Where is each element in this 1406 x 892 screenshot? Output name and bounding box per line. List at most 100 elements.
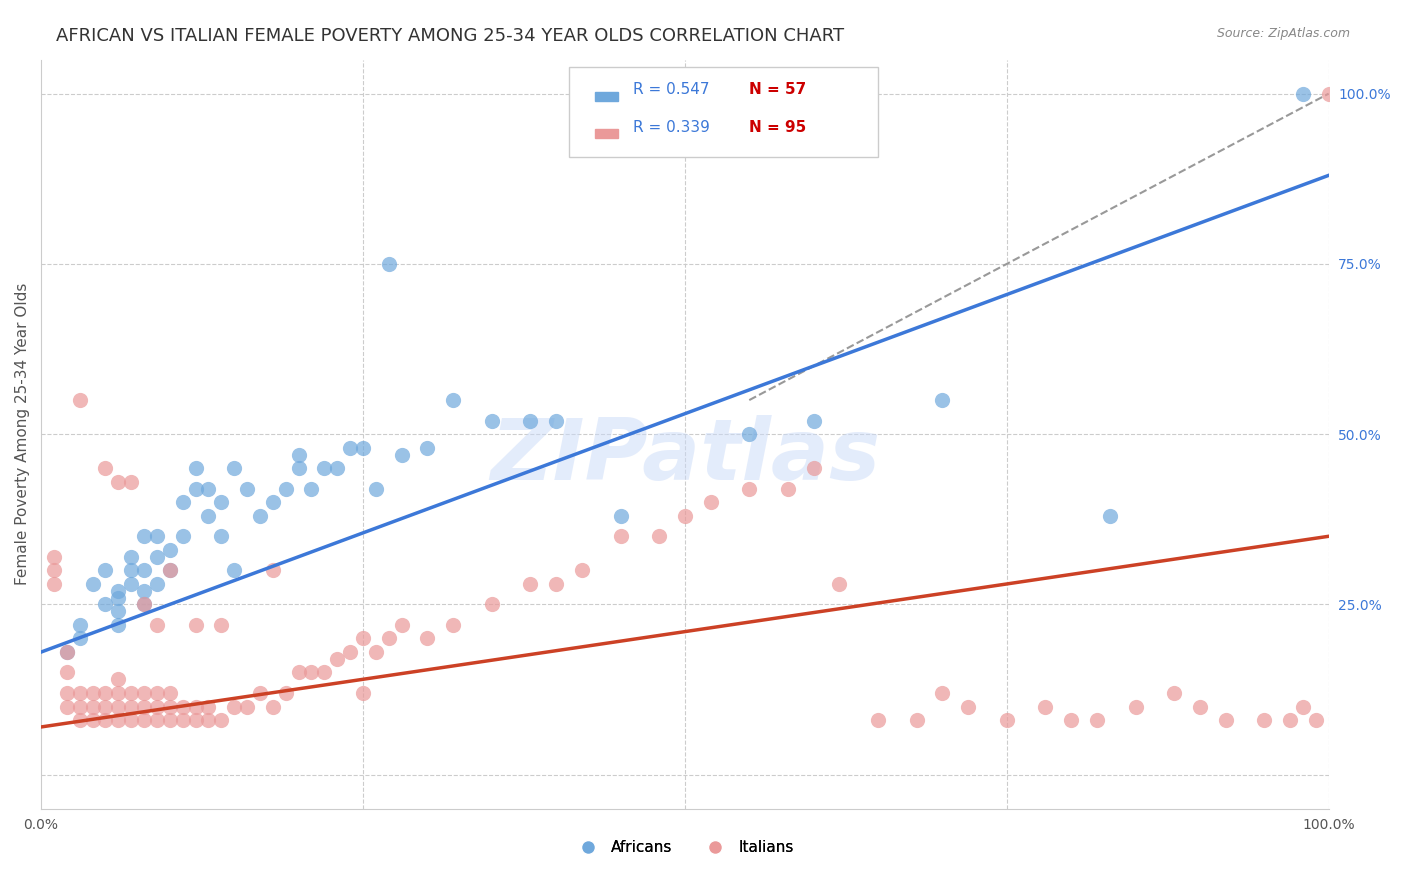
Point — [249, 508, 271, 523]
Point — [209, 529, 232, 543]
Point — [1125, 699, 1147, 714]
Point — [69, 713, 91, 727]
Point — [481, 413, 503, 427]
Point — [159, 699, 181, 714]
Point — [82, 713, 104, 727]
Point — [262, 563, 284, 577]
Point — [391, 617, 413, 632]
Point — [738, 482, 761, 496]
Point — [94, 713, 117, 727]
Point — [120, 686, 142, 700]
Point — [287, 448, 309, 462]
Point — [69, 393, 91, 408]
Point — [107, 617, 129, 632]
Point — [1188, 699, 1211, 714]
Point — [94, 699, 117, 714]
Point — [546, 413, 568, 427]
Point — [146, 699, 169, 714]
Point — [1292, 699, 1315, 714]
Point — [94, 563, 117, 577]
Point — [609, 529, 631, 543]
Point — [159, 563, 181, 577]
Point — [287, 461, 309, 475]
Point — [120, 699, 142, 714]
Point — [120, 563, 142, 577]
Point — [209, 495, 232, 509]
Point — [1215, 713, 1237, 727]
Point — [377, 632, 399, 646]
Point — [236, 482, 259, 496]
Point — [931, 393, 953, 408]
Point — [132, 583, 155, 598]
Point — [738, 427, 761, 442]
Point — [107, 673, 129, 687]
Point — [94, 598, 117, 612]
Point — [274, 482, 297, 496]
Point — [120, 713, 142, 727]
Point — [326, 652, 349, 666]
Point — [172, 495, 194, 509]
Point — [159, 563, 181, 577]
Point — [132, 686, 155, 700]
Point — [262, 495, 284, 509]
Text: ZIPatlas: ZIPatlas — [489, 415, 880, 498]
Point — [197, 699, 219, 714]
Point — [957, 699, 980, 714]
Point — [197, 713, 219, 727]
Point — [1279, 713, 1302, 727]
Point — [866, 713, 889, 727]
Point — [249, 686, 271, 700]
Point — [42, 563, 65, 577]
Point — [146, 549, 169, 564]
Point — [364, 482, 387, 496]
Point — [120, 475, 142, 489]
Point — [82, 699, 104, 714]
Point — [1305, 713, 1327, 727]
Point — [314, 461, 336, 475]
Point — [146, 617, 169, 632]
Point — [301, 482, 323, 496]
Point — [571, 563, 593, 577]
Point — [107, 475, 129, 489]
Bar — [595, 92, 617, 101]
Point — [931, 686, 953, 700]
Point — [107, 713, 129, 727]
Point — [69, 686, 91, 700]
Point — [1035, 699, 1057, 714]
Point — [132, 598, 155, 612]
Point — [236, 699, 259, 714]
Point — [184, 461, 207, 475]
Point — [159, 542, 181, 557]
Point — [56, 645, 79, 659]
Point — [42, 549, 65, 564]
Point — [377, 257, 399, 271]
Point — [352, 441, 374, 455]
Point — [352, 632, 374, 646]
Point — [107, 686, 129, 700]
Point — [120, 549, 142, 564]
Point — [352, 686, 374, 700]
Point — [146, 577, 169, 591]
Point — [42, 577, 65, 591]
Point — [107, 591, 129, 605]
Point — [56, 686, 79, 700]
Point — [56, 699, 79, 714]
Point — [132, 713, 155, 727]
Point — [132, 699, 155, 714]
Point — [546, 577, 568, 591]
Point — [146, 529, 169, 543]
Text: Source: ZipAtlas.com: Source: ZipAtlas.com — [1216, 27, 1350, 40]
Point — [364, 645, 387, 659]
Point — [326, 461, 349, 475]
Point — [82, 577, 104, 591]
Point — [481, 598, 503, 612]
Point — [339, 441, 361, 455]
Point — [905, 713, 928, 727]
Point — [699, 495, 721, 509]
Point — [673, 508, 696, 523]
Point — [172, 529, 194, 543]
Point — [995, 713, 1018, 727]
FancyBboxPatch shape — [569, 67, 877, 157]
Point — [132, 563, 155, 577]
Point — [197, 508, 219, 523]
